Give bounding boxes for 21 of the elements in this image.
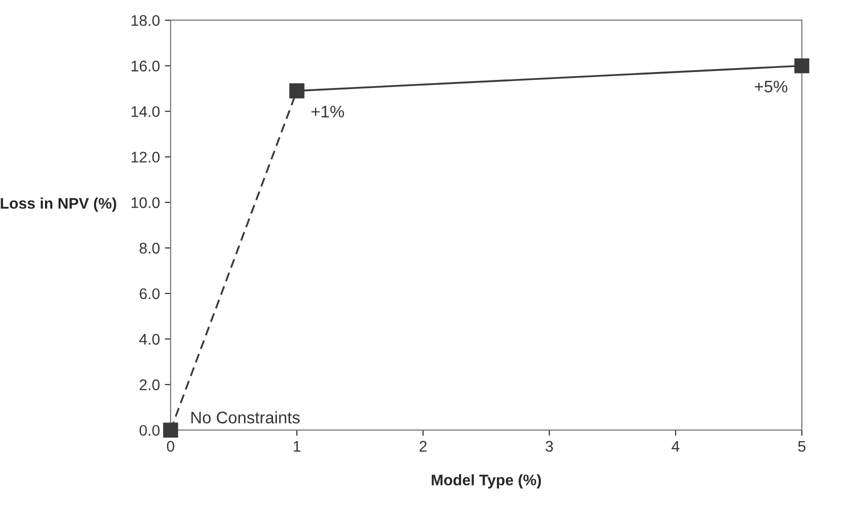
y-tick-label: 2.0 [140, 379, 160, 390]
y-tick-label: 12.0 [132, 152, 160, 163]
x-tick-label: 3 [546, 440, 553, 452]
y-tick-label: 6.0 [140, 288, 160, 300]
y-tick-label: 0.0 [140, 424, 160, 436]
y-tick-label: 14.0 [132, 106, 160, 118]
y-tick-label: 18.0 [132, 15, 160, 26]
x-tick-label: 4 [672, 441, 680, 452]
x-tick-label: 1 [294, 441, 300, 452]
annotation: +5% [754, 80, 788, 92]
x-tick-label: 5 [798, 441, 806, 452]
y-tick-label: 4.0 [139, 334, 160, 345]
x-tick-label: 2 [420, 440, 427, 452]
annotation: No Constraints [191, 411, 300, 424]
y-axis-title: Loss in NPV (%) [0, 198, 116, 212]
annotation: +1% [312, 106, 344, 118]
x-axis-title: Model Type (%) [432, 474, 541, 488]
y-tick-label: 8.0 [140, 242, 160, 254]
y-tick-label: 10.0 [132, 197, 160, 208]
y-tick-label: 16.0 [132, 60, 160, 72]
x-tick-label: 0 [166, 440, 174, 452]
